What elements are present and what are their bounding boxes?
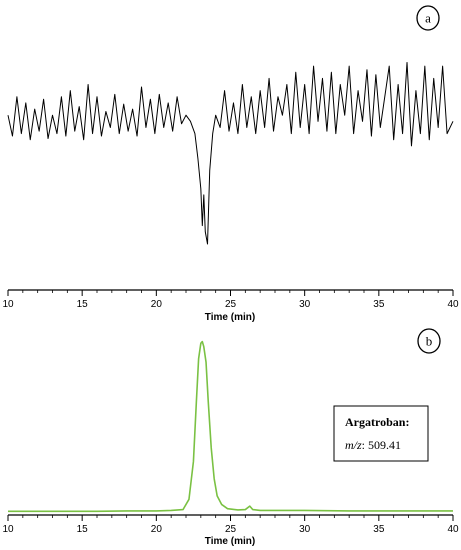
panel-a-x-ticks: 10 15 20 25 30 35 40: [2, 290, 459, 310]
panel-b-tick-label: 25: [225, 524, 237, 535]
panel-b-tick-label: 20: [151, 524, 163, 535]
panel-b-tick-label: 10: [2, 524, 14, 535]
annotation-title: Argatroban:: [345, 415, 409, 429]
panel-b-label-badge: b: [417, 328, 441, 354]
panel-a-tick-label: 35: [373, 299, 385, 310]
panel-a-x-axis-title: Time (min): [205, 312, 255, 323]
panel-a-series-line-0: [7, 61, 454, 245]
panel-b-chart: b Argatroban: m/z: 509.41 10 15 20 25 30 35 40…: [2, 328, 459, 547]
annotation-mz: m/z: 509.41: [345, 438, 401, 452]
annotation-box: Argatroban: m/z: 509.41: [333, 405, 429, 462]
panel-a-label-badge: a: [416, 5, 440, 31]
panel-b-plot-area: [8, 340, 453, 513]
panel-b-tick-label: 40: [447, 524, 459, 535]
panel-a-plot-area: [7, 61, 454, 245]
panel-b-tick-label: 35: [373, 524, 385, 535]
panel-b-x-axis-title: Time (min): [205, 536, 255, 547]
mz-value: : 509.41: [362, 438, 401, 452]
panel-a-tick-label: 15: [77, 299, 89, 310]
panel-b-tick-label: 30: [299, 524, 311, 535]
mz-label: m/z: [345, 438, 362, 452]
panel-b-x-ticks: 10 15 20 25 30 35 40: [2, 515, 459, 535]
panel-a-tick-label: 25: [225, 299, 237, 310]
panel-a-tick-label: 40: [447, 299, 459, 310]
panel-b-label: b: [426, 334, 433, 349]
panel-a-tick-label: 10: [2, 299, 14, 310]
panel-b-tick-label: 15: [77, 524, 89, 535]
panel-b-series-line-0: [8, 340, 453, 513]
panel-a-tick-label: 30: [299, 299, 311, 310]
panel-a-chart: a 10 15 20 25 30 35 40 Time (min): [2, 5, 459, 323]
panel-a-tick-label: 20: [151, 299, 163, 310]
panel-a-label: a: [425, 11, 431, 26]
